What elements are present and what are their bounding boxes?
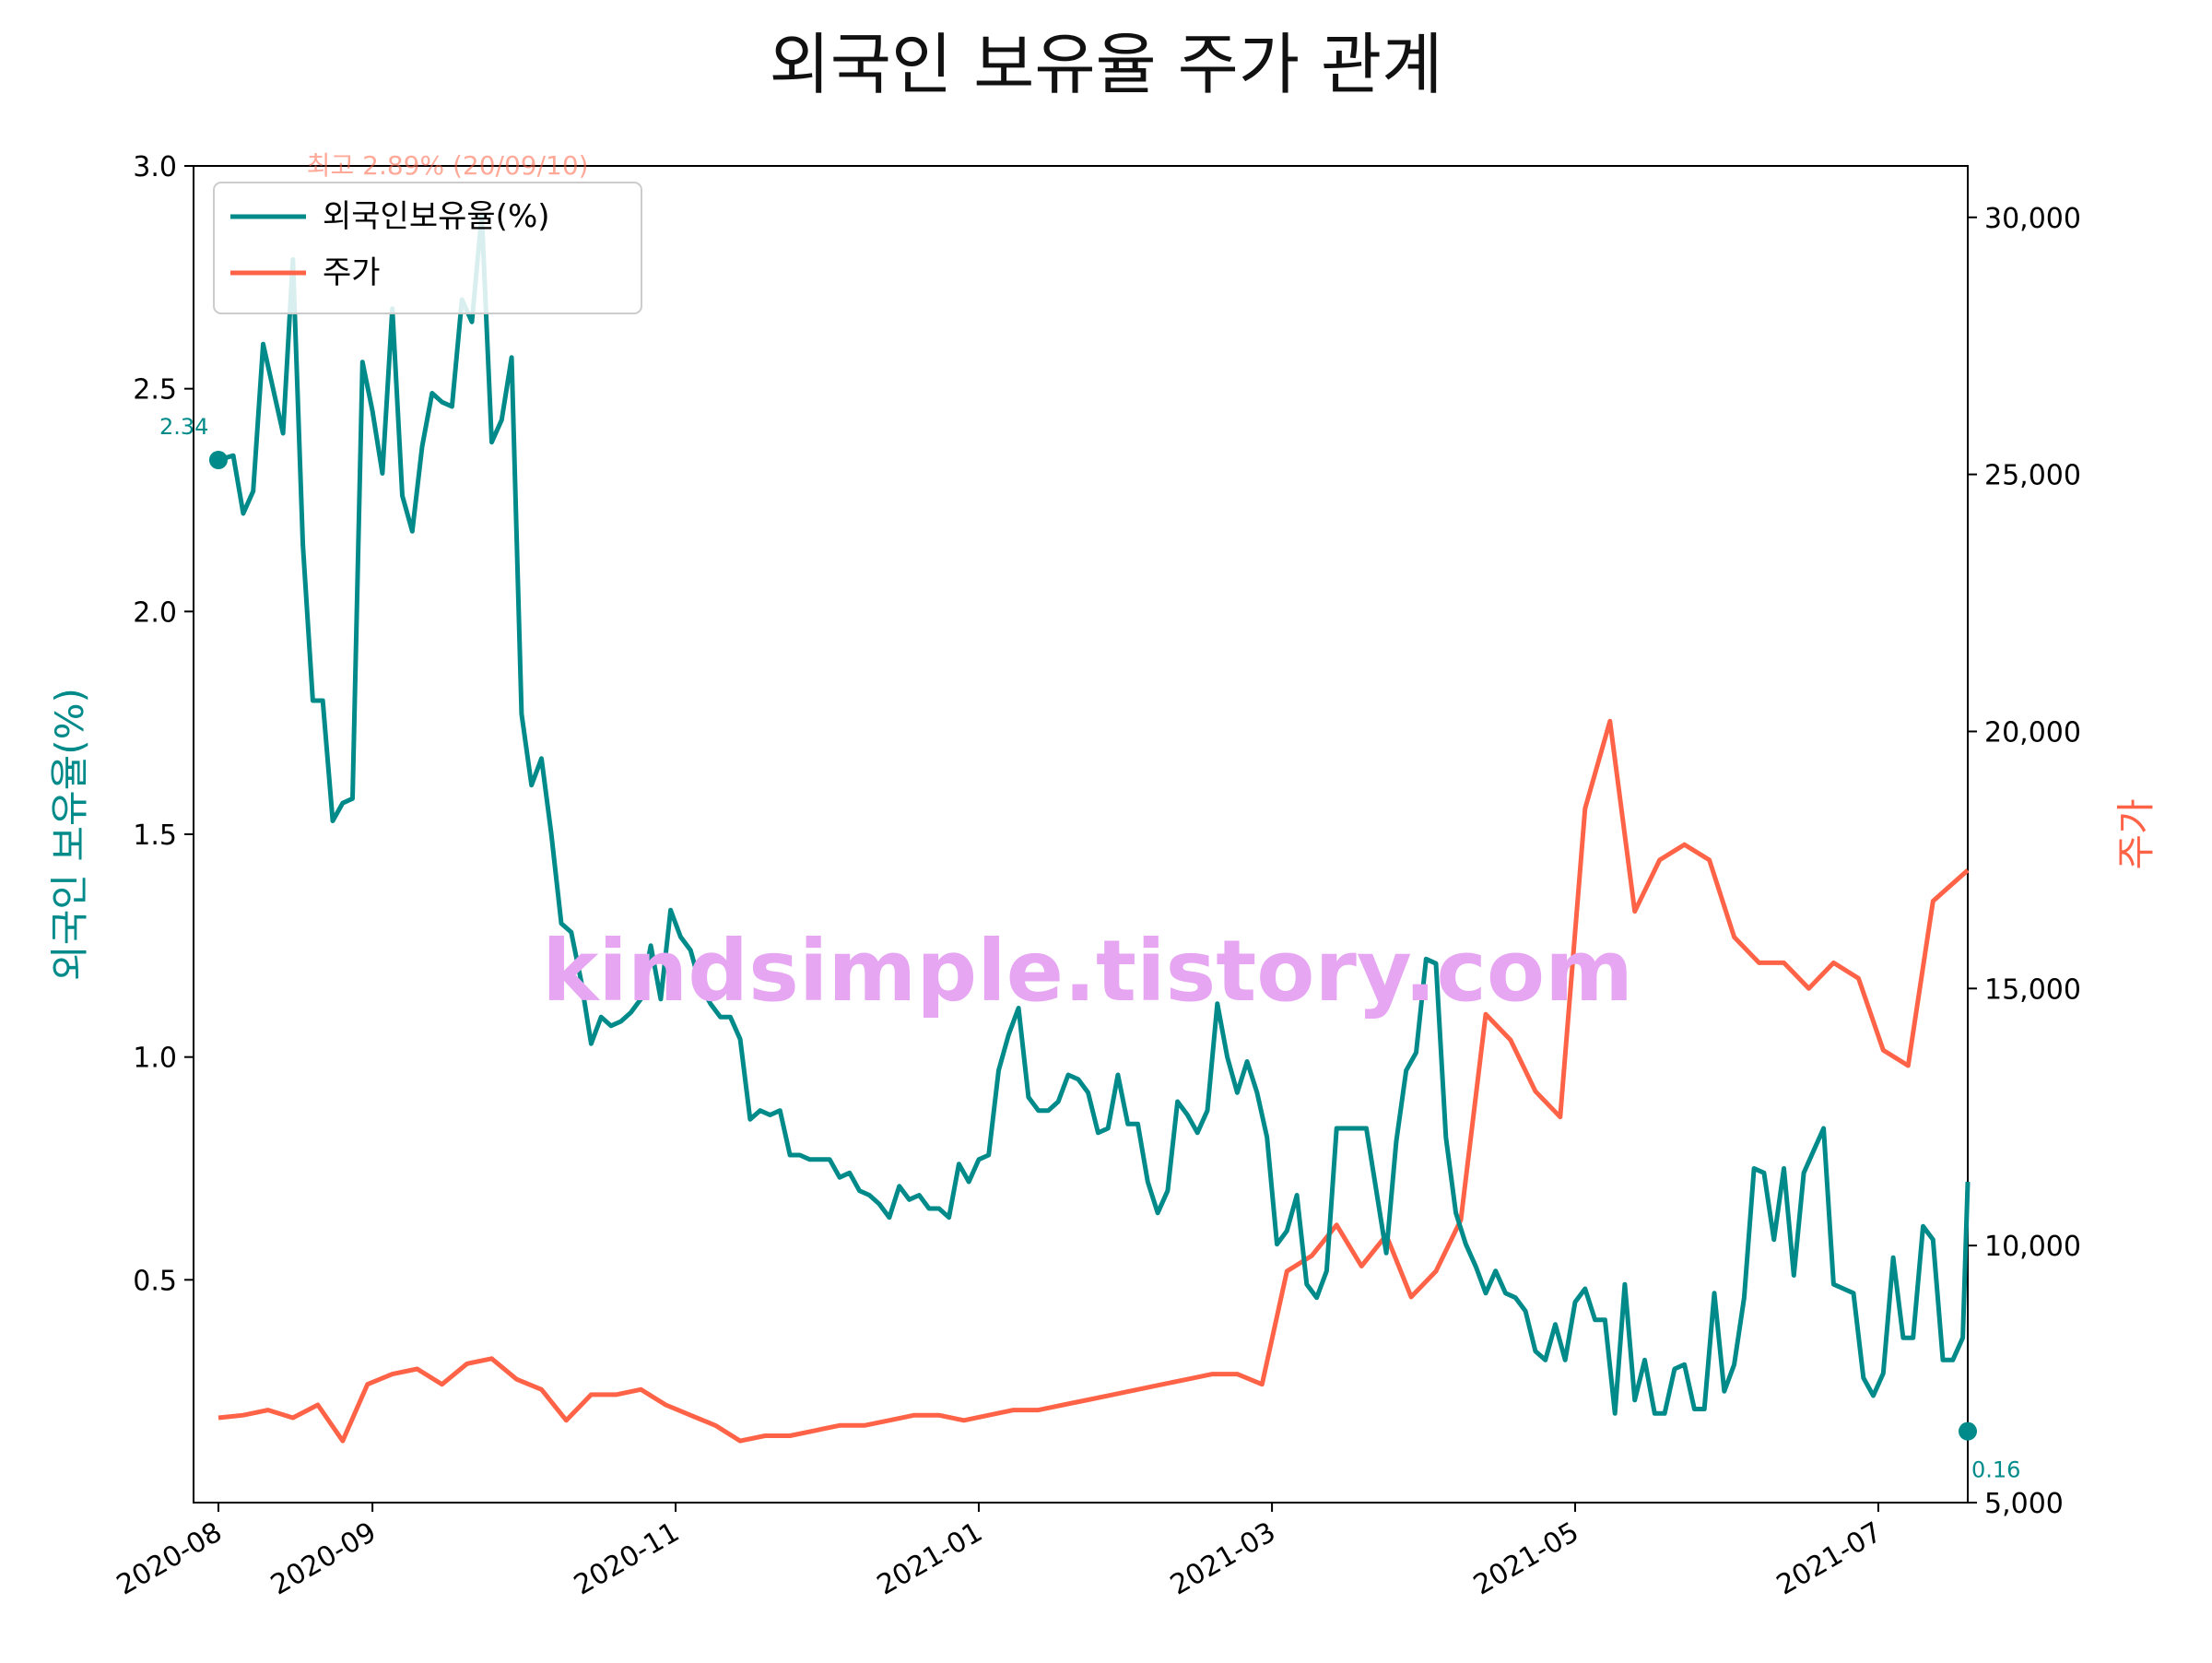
right-tick-label: 15,000 <box>1984 973 2081 1006</box>
x-tick-label: 2020-08 <box>112 1516 228 1602</box>
left-tick-label: 1.5 <box>133 820 177 852</box>
watermark-text: kindsimple.tistory.com <box>542 922 1633 1020</box>
max-value-label: 최고 2.89% (20/09/10) <box>307 150 589 181</box>
left-tick-label: 0.5 <box>133 1265 177 1297</box>
right-tick-label: 5,000 <box>1984 1488 2064 1520</box>
left-tick-label: 2.0 <box>133 596 177 629</box>
x-tick-label: 2021-01 <box>872 1516 988 1602</box>
left-axis-title: 외국인 보유율(%) <box>47 688 92 981</box>
legend-label-foreign: 외국인보유율(%) <box>323 198 550 235</box>
chart-title: 외국인 보유율 주가 관계 <box>769 26 1442 103</box>
right-tick-label: 30,000 <box>1984 203 2081 235</box>
x-tick-label: 2020-11 <box>569 1516 685 1602</box>
plot-frame <box>193 165 1969 1504</box>
right-axis-ticks: 5,000 10,000 15,000 20,000 25,000 30,000 <box>1968 203 2081 1520</box>
end-point-marker <box>1959 1421 1977 1441</box>
right-tick-label: 20,000 <box>1984 716 2081 749</box>
right-axis-title: 주가 <box>2113 798 2159 869</box>
left-tick-label: 1.0 <box>133 1043 177 1075</box>
foreign-ratio-series-line <box>218 212 1971 1416</box>
x-tick-label: 2021-05 <box>1468 1516 1584 1602</box>
left-tick-label: 3.0 <box>133 151 177 183</box>
x-tick-label: 2021-07 <box>1771 1516 1888 1602</box>
left-axis-ticks: 0.5 1.0 1.5 2.0 2.5 3.0 <box>133 151 194 1297</box>
legend-label-price: 주가 <box>323 254 381 291</box>
start-value-label: 2.34 <box>159 414 208 440</box>
right-tick-label: 10,000 <box>1984 1231 2081 1263</box>
x-tick-label: 2021-03 <box>1165 1516 1281 1602</box>
x-axis-ticks: 2020-08 2020-09 2020-11 2021-01 2021-03 2021-… <box>112 1503 1888 1602</box>
legend-box <box>213 182 642 314</box>
x-tick-label: 2020-09 <box>265 1516 382 1602</box>
left-tick-label: 2.5 <box>133 374 177 407</box>
start-point-marker <box>208 451 228 469</box>
price-series-line <box>218 718 1970 1444</box>
end-value-label: 0.16 <box>1971 1457 2020 1483</box>
right-tick-label: 25,000 <box>1984 460 2081 492</box>
legend: 외국인보유율(%) 주가 <box>213 182 642 314</box>
